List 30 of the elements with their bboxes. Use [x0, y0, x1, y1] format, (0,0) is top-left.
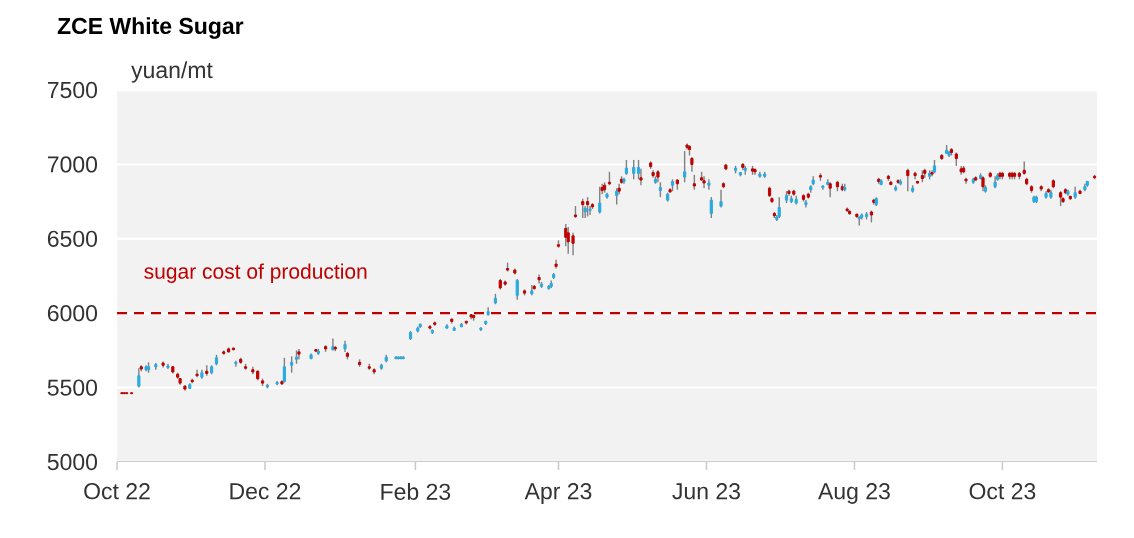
candlestick — [195, 369, 199, 378]
x-tick-label: Oct 23 — [969, 483, 1036, 500]
x-tick-label: Dec 22 — [230, 483, 301, 500]
y-tick-label: 5500 — [47, 379, 98, 396]
chart-title: ZCE White Sugar — [57, 17, 244, 39]
candlestick — [709, 196, 713, 219]
y-tick-label: 7000 — [47, 156, 98, 173]
candlestick — [777, 196, 781, 219]
candlestick — [719, 189, 723, 209]
ref-line-label: sugar cost of production — [144, 263, 367, 283]
candlestick — [137, 367, 141, 389]
candlestick — [234, 360, 238, 368]
candlestick — [683, 150, 687, 183]
x-tick-label: Aug 23 — [818, 483, 890, 504]
candlestick — [906, 168, 910, 192]
x-tick-label: Apr 23 — [524, 483, 592, 504]
candlestick — [964, 177, 968, 185]
candlestick — [702, 175, 706, 189]
y-tick-label: 5000 — [47, 453, 98, 471]
y-tick-label: 6000 — [47, 305, 98, 322]
candlestick — [632, 159, 636, 180]
candlestick — [707, 178, 711, 191]
y-axis-title: yuan/mt — [131, 61, 213, 83]
y-tick-label: 7500 — [47, 81, 98, 99]
x-tick-label: Jun 23 — [672, 483, 740, 500]
candlestick — [598, 186, 602, 215]
candlestick — [515, 278, 519, 301]
x-tick-label: Oct 22 — [84, 483, 150, 500]
x-tick-label: Feb 23 — [381, 483, 451, 500]
y-tick-label: 6500 — [47, 230, 98, 247]
